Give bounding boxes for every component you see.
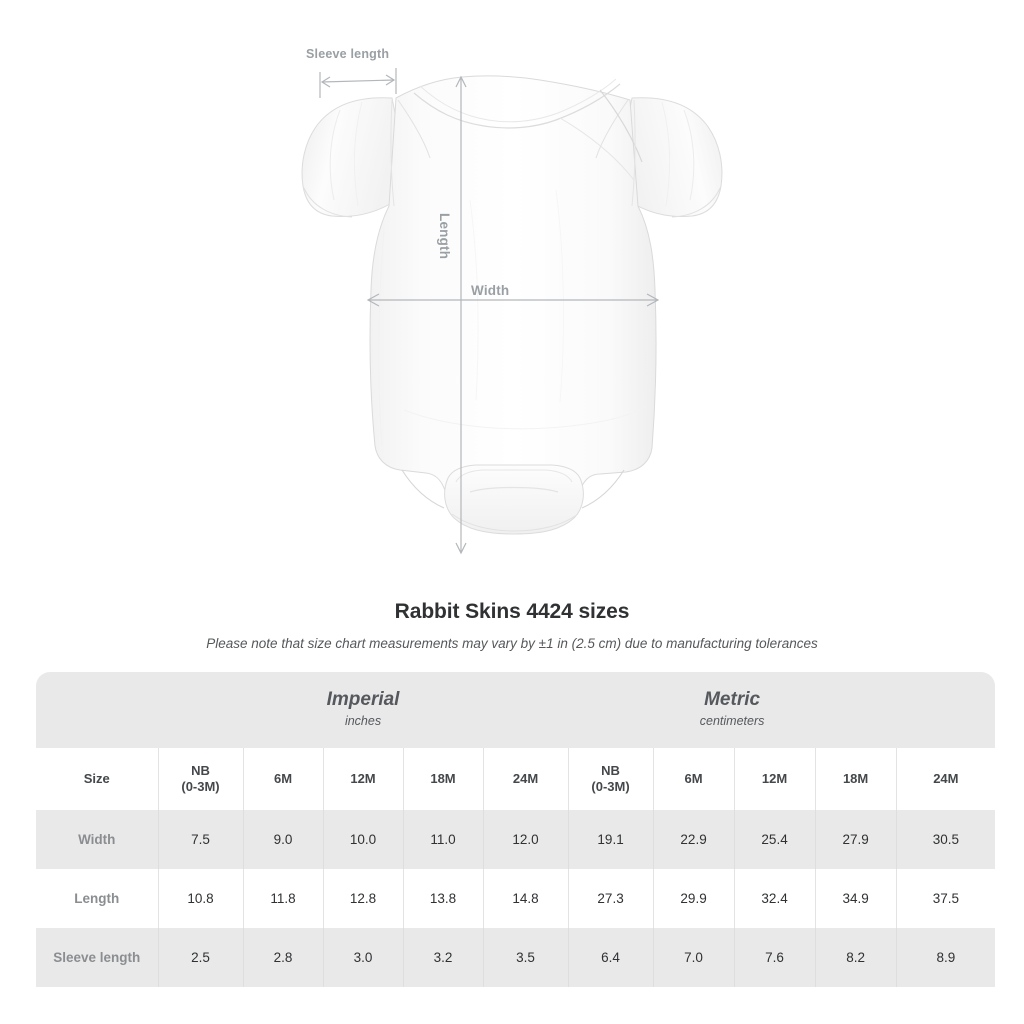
cell-width-metric-nb: 19.1 xyxy=(568,810,654,869)
cell-length-imperial-24m: 14.8 xyxy=(483,869,569,928)
header-imperial-18m: 18M xyxy=(403,748,484,810)
imperial-banner-cell: Imperial inches xyxy=(158,672,569,748)
cell-width-metric-12m: 25.4 xyxy=(734,810,816,869)
cell-sleeve-metric-18m: 8.2 xyxy=(815,928,897,987)
cell-length-metric-24m: 37.5 xyxy=(896,869,996,928)
cell-width-metric-24m: 30.5 xyxy=(896,810,996,869)
length-arrowhead-bottom xyxy=(455,542,467,555)
cell-sleeve-imperial-nb: 2.5 xyxy=(158,928,244,987)
cell-length-metric-12m: 32.4 xyxy=(734,869,816,928)
row-label-length: Length xyxy=(36,869,159,928)
cell-length-imperial-12m: 12.8 xyxy=(323,869,404,928)
title-block: Rabbit Skins 4424 sizes Please note that… xyxy=(0,600,1024,651)
imperial-unit-label: inches xyxy=(344,713,382,728)
cell-length-metric-18m: 34.9 xyxy=(815,869,897,928)
unit-system-banner-row: Imperial inches Metric centimeters xyxy=(36,672,996,748)
cell-width-metric-18m: 27.9 xyxy=(815,810,897,869)
width-arrowhead-right xyxy=(646,293,660,307)
header-nb-main: NB xyxy=(191,762,210,778)
length-arrowhead-top xyxy=(455,75,467,88)
cell-width-imperial-6m: 9.0 xyxy=(243,810,324,869)
header-nb-sub-metric: (0-3M) xyxy=(591,779,630,794)
table-header-row: Size NB (0-3M) 6M 12M 18M 24M NB (0-3M) … xyxy=(36,748,996,810)
metric-system-label: Metric xyxy=(704,689,761,711)
header-imperial-nb: NB (0-3M) xyxy=(158,748,244,810)
page-title: Rabbit Skins 4424 sizes xyxy=(394,600,630,623)
bodysuit-illustration xyxy=(301,68,723,555)
banner-corner-left xyxy=(36,672,158,748)
cell-sleeve-imperial-24m: 3.5 xyxy=(483,928,569,987)
header-imperial-12m: 12M xyxy=(323,748,404,810)
table-row: Sleeve length 2.5 2.8 3.0 3.2 3.5 6.4 7.… xyxy=(36,928,996,987)
cell-length-imperial-6m: 11.8 xyxy=(243,869,324,928)
cell-width-imperial-12m: 10.0 xyxy=(323,810,404,869)
cell-width-imperial-nb: 7.5 xyxy=(158,810,244,869)
cell-length-metric-nb: 27.3 xyxy=(568,869,654,928)
cell-sleeve-imperial-6m: 2.8 xyxy=(243,928,324,987)
sleeve-arrowhead-right xyxy=(385,74,396,86)
header-nb-main-metric: NB xyxy=(601,762,620,778)
sleeve-arrow-line xyxy=(321,79,395,83)
metric-unit-label: centimeters xyxy=(699,713,765,728)
row-label-width: Width xyxy=(36,810,159,869)
cell-width-imperial-24m: 12.0 xyxy=(483,810,569,869)
banner-corner-right xyxy=(896,672,996,748)
imperial-system-label: Imperial xyxy=(326,689,400,711)
header-metric-24m: 24M xyxy=(896,748,996,810)
cell-length-imperial-18m: 13.8 xyxy=(403,869,484,928)
header-metric-12m: 12M xyxy=(734,748,816,810)
cell-sleeve-metric-nb: 6.4 xyxy=(568,928,654,987)
header-size-label: Size xyxy=(36,748,159,810)
garment-diagram: Sleeve length Width Length xyxy=(301,47,723,555)
cell-sleeve-metric-24m: 8.9 xyxy=(896,928,996,987)
header-imperial-6m: 6M xyxy=(243,748,324,810)
cell-sleeve-imperial-12m: 3.0 xyxy=(323,928,404,987)
cell-sleeve-imperial-18m: 3.2 xyxy=(403,928,484,987)
cell-width-metric-6m: 22.9 xyxy=(653,810,735,869)
header-nb-sub: (0-3M) xyxy=(181,779,220,794)
header-metric-6m: 6M xyxy=(653,748,735,810)
cell-sleeve-metric-6m: 7.0 xyxy=(653,928,735,987)
sleeve-length-label: Sleeve length xyxy=(306,47,390,61)
header-imperial-24m: 24M xyxy=(483,748,569,810)
length-label: Length xyxy=(437,213,452,260)
metric-banner-cell: Metric centimeters xyxy=(568,672,897,748)
size-chart-table: Imperial inches Metric centimeters Size … xyxy=(36,672,996,987)
cell-length-metric-6m: 29.9 xyxy=(653,869,735,928)
sleeve-arrowhead-left xyxy=(320,76,331,88)
header-metric-nb: NB (0-3M) xyxy=(568,748,654,810)
table-row: Length 10.8 11.8 12.8 13.8 14.8 27.3 29.… xyxy=(36,869,996,928)
cell-length-imperial-nb: 10.8 xyxy=(158,869,244,928)
tolerance-note: Please note that size chart measurements… xyxy=(206,636,818,651)
cell-sleeve-metric-12m: 7.6 xyxy=(734,928,816,987)
row-label-sleeve-length: Sleeve length xyxy=(36,928,159,987)
table-row: Width 7.5 9.0 10.0 11.0 12.0 19.1 22.9 2… xyxy=(36,810,996,869)
dimension-arrows xyxy=(319,68,660,555)
header-metric-18m: 18M xyxy=(815,748,897,810)
width-arrowhead-left xyxy=(366,293,380,307)
size-chart-table-wrapper: Imperial inches Metric centimeters Size … xyxy=(36,672,996,987)
cell-width-imperial-18m: 11.0 xyxy=(403,810,484,869)
width-label: Width xyxy=(471,283,510,298)
